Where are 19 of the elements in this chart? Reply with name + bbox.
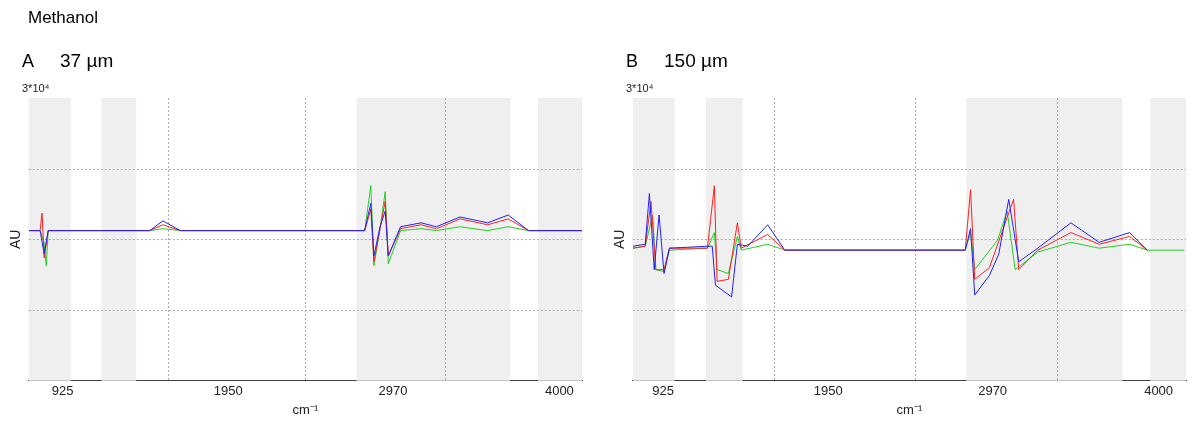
x-tick-label: 4000 xyxy=(1144,383,1174,399)
x-axis-title: cm⁻¹ xyxy=(292,401,319,417)
x-tick-label: 1950 xyxy=(813,383,843,399)
chart-title: 150 µm xyxy=(664,50,728,72)
x-tick-label: 1950 xyxy=(213,383,243,399)
x-tick-label: 925 xyxy=(652,383,674,399)
y-axis-title: AU xyxy=(7,229,24,250)
text: 3*10⁴ xyxy=(22,82,50,94)
x-tick-label: 4000 xyxy=(544,383,574,399)
x-tick-label: 2970 xyxy=(378,383,408,399)
y-axis-title: AU xyxy=(611,229,628,250)
text: Methanol xyxy=(28,8,98,28)
text: 3*10⁴ xyxy=(626,82,654,94)
text: B xyxy=(626,51,639,72)
chart-title: 37 µm xyxy=(60,50,114,72)
x-tick-label: 2970 xyxy=(978,383,1008,399)
text: A xyxy=(22,51,35,72)
x-axis-title: cm⁻¹ xyxy=(896,401,923,417)
x-tick-label: 925 xyxy=(51,383,74,399)
